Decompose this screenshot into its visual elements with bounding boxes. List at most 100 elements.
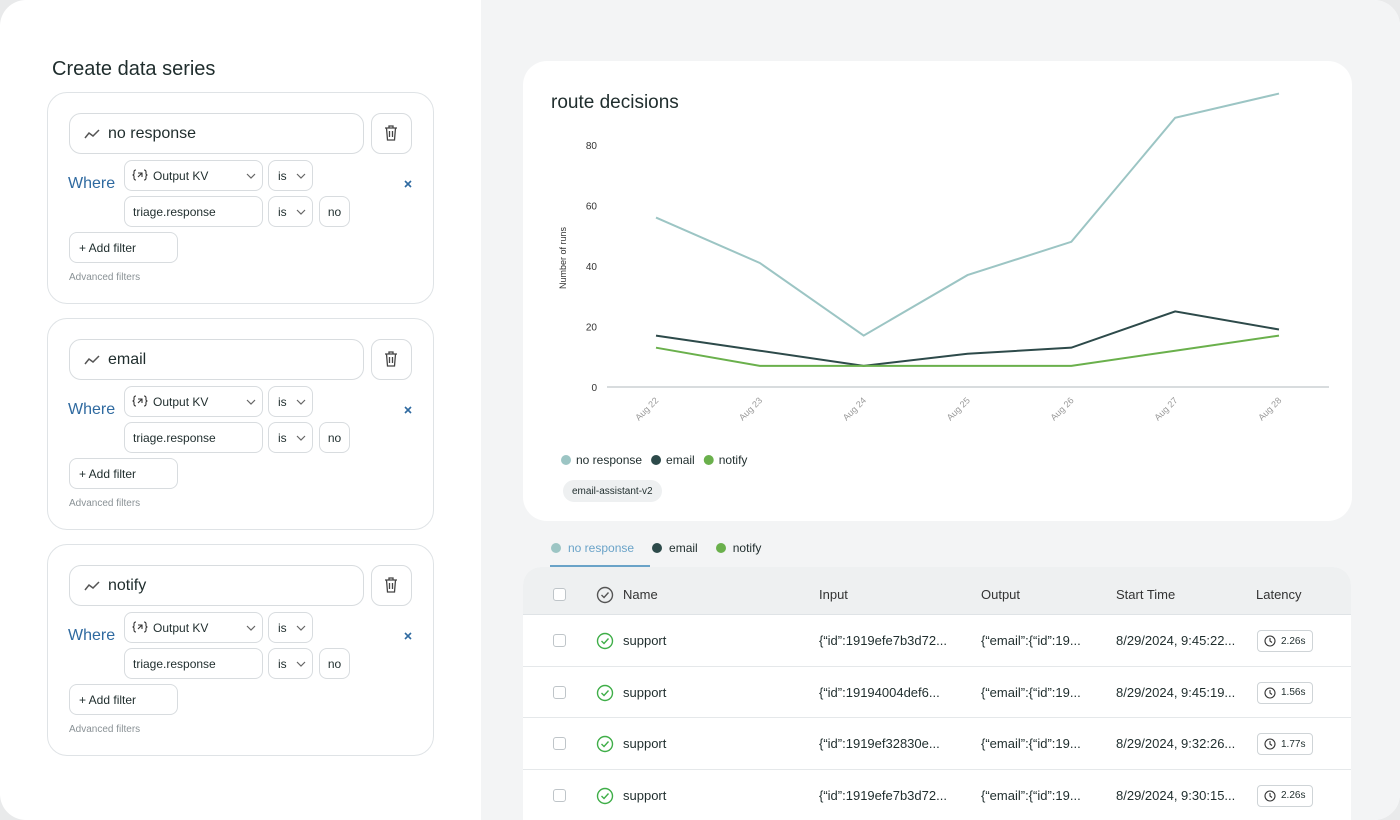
trend-icon: [84, 581, 100, 591]
clock-icon: [1269, 689, 1273, 695]
chart-body: route decisions Number of runs 0 20 40 60 80 Au…: [551, 92, 1329, 467]
add-filter-button[interactable]: + Add filter: [69, 232, 178, 263]
delete-button[interactable]: [371, 565, 412, 606]
table: Name Input Output Start Time Latency support {…: [523, 567, 1351, 820]
status-icon: [601, 689, 610, 697]
remove-filter: [404, 632, 412, 640]
tab-dot: [715, 543, 726, 553]
chevron: [246, 625, 256, 631]
add-filter-button[interactable]: + Add filter: [69, 458, 178, 489]
chevron: [296, 661, 306, 667]
remove-filter: [404, 406, 412, 414]
filter-op[interactable]: is: [268, 160, 313, 191]
legend-dot: [703, 455, 714, 465]
filter-field[interactable]: Output KV: [124, 386, 263, 417]
remove-filter: [404, 180, 412, 188]
delete-button[interactable]: [371, 339, 412, 380]
trend-icon: [84, 129, 100, 139]
table-header: [523, 567, 1351, 615]
chevron: [296, 209, 306, 215]
add-filter-button[interactable]: + Add filter: [69, 684, 178, 715]
chevron: [296, 625, 306, 631]
legend-label: no response: [576, 453, 642, 467]
x-tick-label: Aug 22: [633, 395, 660, 422]
column-header: Input: [819, 587, 848, 602]
filter-field[interactable]: triage.response: [124, 648, 263, 679]
x-tick-label: Aug 24: [841, 395, 868, 422]
trash-icon: [385, 351, 397, 367]
filter-op[interactable]: is: [268, 386, 313, 417]
column-header: Start Time: [1116, 587, 1176, 602]
tab[interactable]: email: [669, 541, 698, 555]
status-icon: [596, 586, 614, 604]
chevron: [246, 399, 256, 405]
status-icon: [601, 592, 610, 599]
trash-icon: [385, 577, 397, 593]
tab-underline: [550, 565, 650, 567]
filter-field[interactable]: triage.response: [124, 196, 263, 227]
filter-value[interactable]: no: [319, 422, 350, 453]
filter-value[interactable]: no: [319, 196, 350, 227]
checkbox[interactable]: [553, 685, 566, 699]
cell: support: [623, 736, 667, 751]
advanced-filters[interactable]: Advanced filters: [69, 498, 141, 509]
panel-title: Create data series: [52, 58, 216, 80]
series-name-box[interactable]: notify: [69, 565, 364, 606]
series-card: [47, 318, 434, 530]
chevron: [296, 173, 306, 179]
advanced-filters[interactable]: Advanced filters: [69, 272, 141, 283]
series-name-box[interactable]: email: [69, 339, 364, 380]
table-row[interactable]: [523, 718, 1351, 770]
tab[interactable]: no response: [568, 541, 635, 555]
series-line: [655, 310, 1280, 367]
filter-field[interactable]: triage.response: [124, 422, 263, 453]
table-row[interactable]: [523, 667, 1351, 718]
tab-dot: [652, 543, 663, 553]
tab-dot: [652, 543, 663, 553]
chevron: [296, 661, 306, 667]
status-icon: [601, 638, 610, 645]
advanced-filters[interactable]: Advanced filters: [69, 724, 141, 735]
checkbox[interactable]: [553, 737, 566, 750]
series-line: [655, 334, 1280, 367]
filter-op[interactable]: is: [268, 196, 313, 227]
cell: {“email”:{“id”:19...: [981, 787, 1081, 803]
cell: {“id”:19194004def6...: [819, 684, 940, 700]
series-card: [47, 544, 434, 756]
filter-op[interactable]: is: [268, 422, 313, 453]
table-row[interactable]: [523, 615, 1351, 667]
filter-op[interactable]: is: [268, 612, 313, 643]
checkbox[interactable]: [553, 788, 566, 802]
clock-icon: [1264, 686, 1276, 699]
tag-pill[interactable]: email-assistant-v2: [563, 480, 662, 502]
chevron: [246, 173, 256, 179]
chevron: [246, 625, 256, 631]
chevron: [296, 625, 306, 631]
clock-icon: [1269, 741, 1273, 746]
status-icon: [596, 632, 614, 650]
checkbox[interactable]: [553, 634, 566, 647]
clock-icon: [1269, 792, 1273, 798]
trend-icon: [84, 129, 100, 139]
delete-button[interactable]: [371, 113, 412, 154]
chevron: [296, 435, 306, 441]
chevron: [296, 399, 306, 405]
remove-filter: [404, 632, 412, 640]
filter-op[interactable]: is: [268, 648, 313, 679]
tab[interactable]: notify: [732, 541, 762, 555]
status-icon: [596, 632, 614, 650]
x-tick-label: Aug 27: [1152, 395, 1179, 422]
where-label: Where: [68, 175, 116, 192]
clock-icon: [1269, 638, 1273, 643]
cell: 8/29/2024, 9:32:26...: [1116, 736, 1236, 751]
cell: {“id”:1919efe7b3d72...: [819, 787, 947, 803]
series-name-box[interactable]: no response: [69, 113, 364, 154]
legend-label: email: [666, 453, 695, 467]
filter-value[interactable]: no: [319, 648, 350, 679]
checkbox[interactable]: [553, 588, 566, 601]
y-tick-label: 80: [586, 141, 598, 152]
status-icon: [601, 792, 610, 800]
cell: {“email”:{“id”:19...: [981, 633, 1081, 648]
cell: support: [623, 684, 667, 700]
